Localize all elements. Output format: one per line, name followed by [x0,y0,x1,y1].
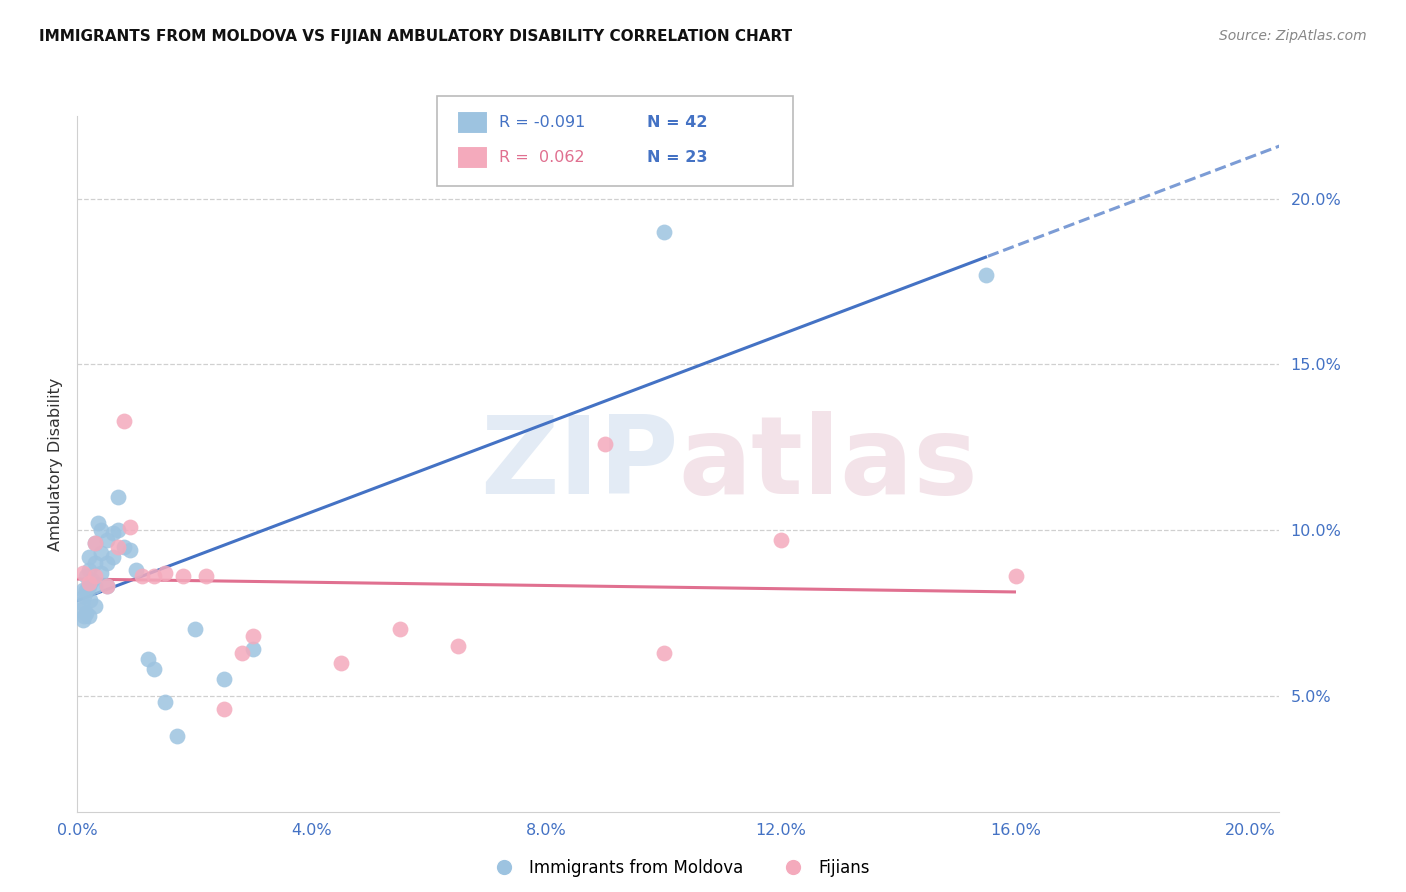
Point [652,225,675,239]
Text: ZIP: ZIP [479,411,679,516]
Point [72,613,94,627]
Point [107,523,129,537]
Point [101,526,124,541]
Text: R =  0.062: R = 0.062 [499,151,585,165]
Point [75,582,97,597]
Point [330,656,353,670]
Point [242,629,264,643]
Point [652,646,675,660]
Legend: Immigrants from Moldova, Fijians: Immigrants from Moldova, Fijians [481,852,876,883]
Point [769,533,792,547]
Point [84,579,107,593]
Point [70,596,93,610]
Point [80,573,103,587]
Point [69,602,91,616]
Y-axis label: Ambulatory Disability: Ambulatory Disability [48,377,63,550]
Point [73,590,96,604]
Text: IMMIGRANTS FROM MOLDOVA VS FIJIAN AMBULATORY DISABILITY CORRELATION CHART: IMMIGRANTS FROM MOLDOVA VS FIJIAN AMBULA… [39,29,793,44]
Point [107,490,129,504]
Point [136,652,159,666]
Point [120,520,142,534]
Point [84,599,107,614]
Point [166,729,188,743]
Point [231,646,253,660]
Point [84,556,107,570]
Point [172,569,194,583]
Text: atlas: atlas [679,411,979,516]
Point [84,536,107,550]
Point [79,592,101,607]
Point [84,569,107,583]
Point [142,662,165,676]
Point [72,566,94,581]
Point [183,623,205,637]
Point [90,523,112,537]
Point [155,566,177,581]
Point [112,414,135,428]
Point [75,606,97,620]
Point [96,556,118,570]
Point [77,563,100,577]
Text: N = 23: N = 23 [647,151,707,165]
Point [131,569,153,583]
Point [125,563,148,577]
Point [212,672,235,686]
Point [1004,569,1026,583]
Point [73,609,96,624]
Point [155,695,177,709]
Point [77,579,100,593]
Point [447,639,470,653]
Point [77,549,100,564]
Point [107,540,129,554]
Point [77,576,100,591]
Point [84,536,107,550]
Point [112,540,135,554]
Point [212,702,235,716]
Point [87,516,110,531]
Point [90,546,112,560]
Point [90,566,112,581]
Point [96,579,118,593]
Point [96,579,118,593]
Text: N = 42: N = 42 [647,115,707,129]
Point [974,268,997,282]
Point [142,569,165,583]
Point [242,642,264,657]
Point [75,569,97,583]
Text: Source: ZipAtlas.com: Source: ZipAtlas.com [1219,29,1367,43]
Point [77,609,100,624]
Point [72,582,94,597]
Point [593,437,616,451]
Point [195,569,218,583]
Point [101,549,124,564]
Point [120,543,142,558]
Point [388,623,411,637]
Point [96,533,118,547]
Text: R = -0.091: R = -0.091 [499,115,585,129]
